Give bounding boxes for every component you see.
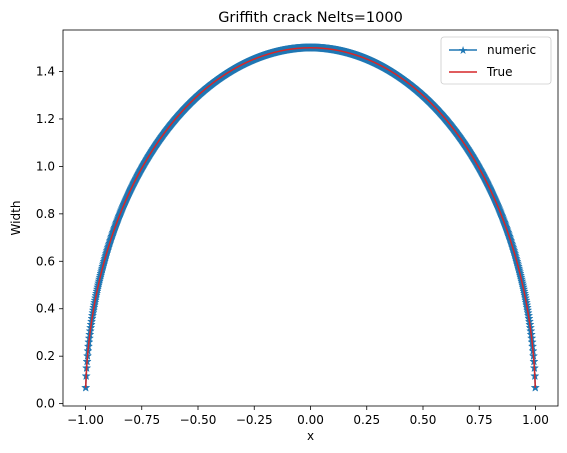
plot-frame [63,30,558,406]
x-tick-label: 0.00 [297,413,324,427]
x-axis-label: x [307,429,314,443]
legend-true-label: True [486,65,513,79]
numeric-markers [82,44,540,392]
x-tick-label: −0.50 [180,413,217,427]
legend-numeric-star-icon: ★ [458,44,468,57]
y-axis: 0.0 0.2 0.4 0.6 0.8 1.0 1.2 1.4 [36,65,63,411]
numeric-series-line [86,48,536,388]
true-series-line [86,48,536,388]
x-tick-label: −0.75 [123,413,160,427]
x-tick-label: 1.00 [522,413,549,427]
x-axis: −1.00 −0.75 −0.50 −0.25 0.00 0.25 0.50 0.75 1.00 [67,406,549,427]
legend-numeric-label: numeric [487,43,536,57]
y-tick-label: 0.0 [36,397,55,411]
chart-title: Griffith crack Nelts=1000 [218,10,403,26]
x-tick-label: −0.25 [236,413,273,427]
y-tick-label: 0.8 [36,207,55,221]
x-tick-label: −1.00 [67,413,104,427]
y-tick-label: 0.2 [36,349,55,363]
y-tick-label: 1.0 [36,159,55,173]
y-tick-label: 1.2 [36,112,55,126]
x-tick-label: 0.75 [466,413,493,427]
y-tick-label: 1.4 [36,65,55,79]
y-axis-label: Width [9,201,23,236]
y-tick-label: 0.4 [36,302,55,316]
series-layer [82,44,540,392]
x-tick-label: 0.25 [353,413,380,427]
y-tick-label: 0.6 [36,254,55,268]
x-tick-label: 0.50 [410,413,437,427]
legend: ★ numeric True [441,37,551,84]
